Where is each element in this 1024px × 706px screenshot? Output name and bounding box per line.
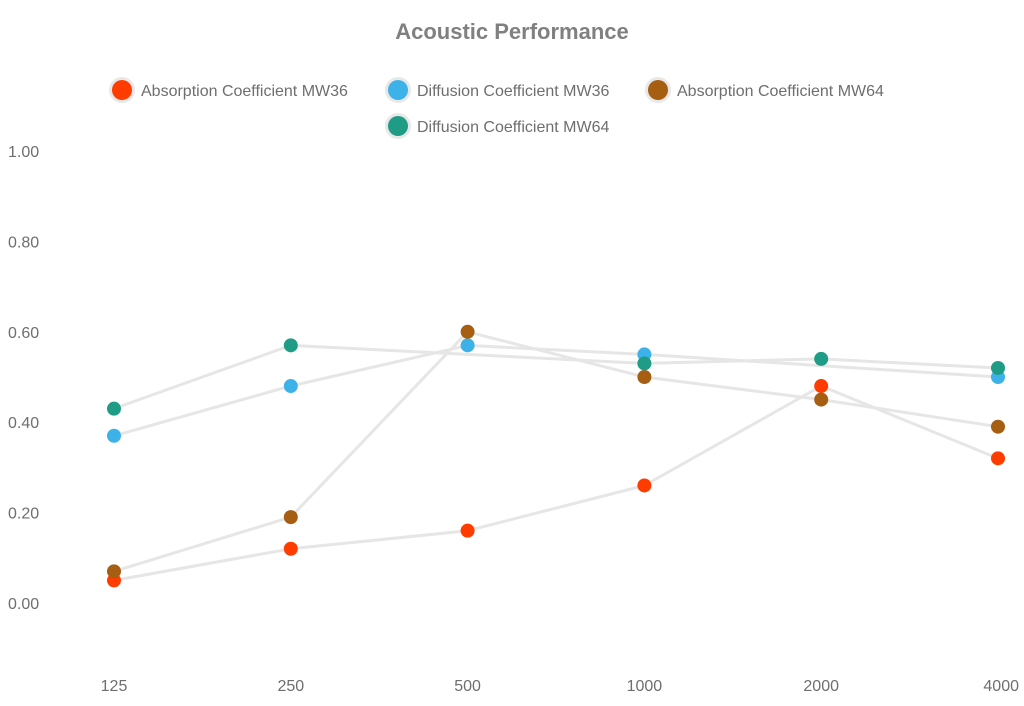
data-point-series-2[interactable]	[283, 379, 298, 394]
legend-marker	[112, 80, 132, 100]
series-lines	[112, 330, 1000, 582]
data-point-series-2[interactable]	[460, 338, 475, 353]
data-point-series-1[interactable]	[283, 541, 298, 556]
legend-marker	[388, 116, 408, 136]
data-point-series-4[interactable]	[107, 401, 121, 416]
legend-marker	[648, 80, 668, 100]
legend-item-4[interactable]: Diffusion Coefficient MW64	[385, 113, 609, 139]
data-point-series-1[interactable]	[637, 478, 652, 493]
series-points	[107, 324, 1005, 588]
series-line-1	[112, 384, 1000, 582]
legend-label: Absorption Coefficient MW36	[141, 83, 348, 100]
data-point-series-4[interactable]	[991, 360, 1005, 375]
chart-title: Acoustic Performance	[395, 19, 629, 44]
y-tick-label: 0.80	[8, 234, 39, 251]
y-tick-label: 0.00	[8, 596, 39, 613]
y-tick-label: 1.00	[8, 144, 39, 161]
data-point-series-4[interactable]	[814, 351, 829, 366]
legend-label: Absorption Coefficient MW64	[677, 83, 884, 100]
data-point-series-3[interactable]	[283, 510, 298, 525]
data-point-series-1[interactable]	[814, 379, 829, 394]
legend-label: Diffusion Coefficient MW36	[417, 83, 609, 100]
data-point-series-4[interactable]	[637, 356, 652, 371]
data-point-series-3[interactable]	[460, 324, 475, 339]
legend-item-2[interactable]: Diffusion Coefficient MW36	[385, 77, 609, 103]
x-tick-label: 1000	[627, 678, 663, 695]
legend-label: Diffusion Coefficient MW64	[417, 119, 609, 136]
data-point-series-1[interactable]	[460, 523, 475, 538]
y-tick-label: 0.20	[8, 506, 39, 523]
x-tick-label: 500	[454, 678, 481, 695]
x-axis: 125 250 500 1000 2000 4000	[101, 678, 1019, 695]
x-tick-label: 4000	[983, 678, 1019, 695]
data-point-series-3[interactable]	[637, 370, 652, 384]
y-tick-label: 0.60	[8, 325, 39, 342]
data-point-series-2[interactable]	[107, 428, 121, 443]
x-tick-label: 125	[101, 678, 128, 695]
x-tick-label: 250	[277, 678, 304, 695]
legend: Absorption Coefficient MW36 Diffusion Coe…	[109, 77, 884, 139]
legend-item-3[interactable]: Absorption Coefficient MW64	[645, 77, 884, 103]
data-point-series-3[interactable]	[107, 564, 121, 579]
data-point-series-1[interactable]	[991, 451, 1005, 466]
legend-item-1[interactable]: Absorption Coefficient MW36	[109, 77, 348, 103]
data-point-series-4[interactable]	[283, 338, 298, 353]
y-axis: 0.00 0.20 0.40 0.60 0.80 1.00	[8, 144, 39, 613]
y-tick-label: 0.40	[8, 415, 39, 432]
data-point-series-3[interactable]	[991, 419, 1005, 434]
x-tick-label: 2000	[803, 678, 839, 695]
series-line-3	[112, 330, 1000, 573]
data-point-series-3[interactable]	[814, 392, 829, 407]
legend-marker	[388, 80, 408, 100]
